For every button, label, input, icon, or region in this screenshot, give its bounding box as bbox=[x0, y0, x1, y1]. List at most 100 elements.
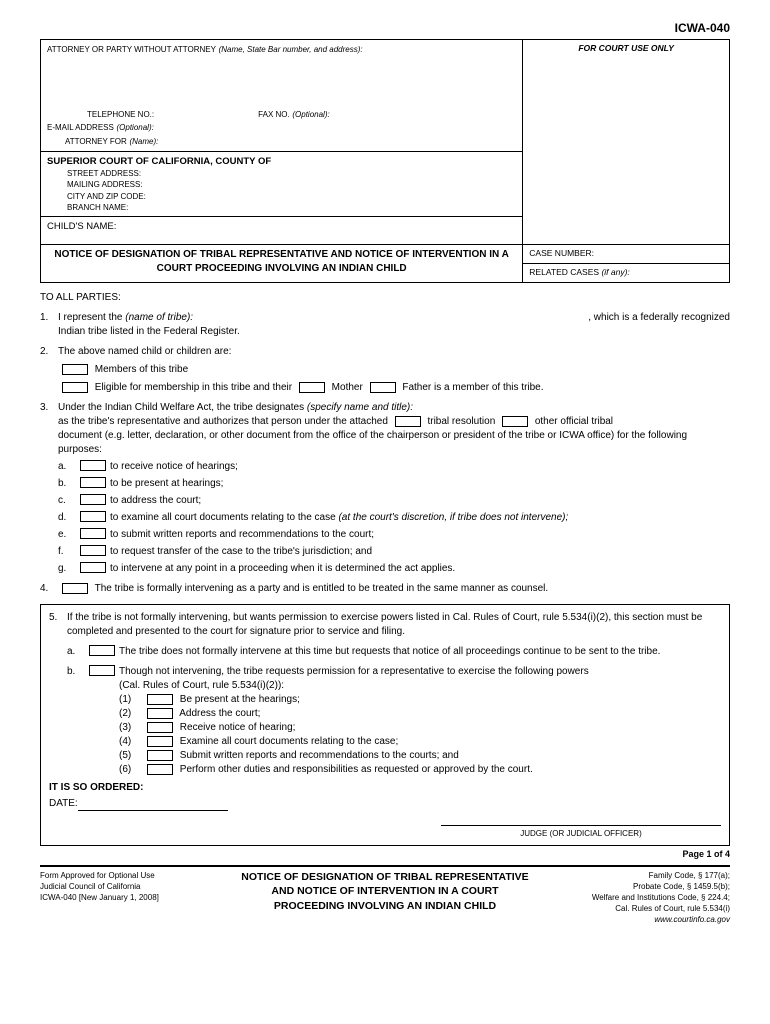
form-id: ICWA-040 bbox=[40, 20, 730, 37]
item4: The tribe is formally intervening as a p… bbox=[95, 583, 549, 594]
email-hint: (Optional): bbox=[116, 123, 153, 132]
checkbox-5b6[interactable] bbox=[147, 764, 173, 775]
footer-c3: PROCEEDING INVOLVING AN INDIAN CHILD bbox=[192, 899, 578, 914]
checkbox-3g[interactable] bbox=[80, 562, 106, 573]
footer-r3: Welfare and Institutions Code, § 224.4; bbox=[578, 892, 730, 903]
checkbox-5b4[interactable] bbox=[147, 736, 173, 747]
p3c: to address the court; bbox=[110, 494, 201, 508]
checkbox-5b3[interactable] bbox=[147, 722, 173, 733]
footer-l1: Form Approved for Optional Use bbox=[40, 870, 192, 881]
branch-label: BRANCH NAME: bbox=[67, 202, 516, 213]
checkbox-3c[interactable] bbox=[80, 494, 106, 505]
date-line[interactable] bbox=[78, 810, 228, 811]
p3b: to be present at hearings; bbox=[110, 477, 223, 491]
fax-hint: (Optional): bbox=[292, 110, 329, 119]
footer-r4: Cal. Rules of Court, rule 5.534(i) bbox=[578, 903, 730, 914]
checkbox-members[interactable] bbox=[62, 364, 88, 375]
attfor-hint: (Name): bbox=[129, 137, 158, 146]
p3a: to receive notice of hearings; bbox=[110, 460, 238, 474]
checkbox-eligible[interactable] bbox=[62, 382, 88, 393]
checkbox-3f[interactable] bbox=[80, 545, 106, 556]
footer-c2: AND NOTICE OF INTERVENTION IN A COURT bbox=[192, 884, 578, 899]
footer: Form Approved for Optional Use Judicial … bbox=[40, 865, 730, 926]
email-label: E-MAIL ADDRESS bbox=[47, 123, 114, 132]
child-label: CHILD'S NAME: bbox=[47, 221, 116, 232]
checkbox-mother[interactable] bbox=[299, 382, 325, 393]
item-5-num: 5. bbox=[49, 611, 67, 777]
p5b-b: (Cal. Rules of Court, rule 5.534(i)(2)): bbox=[119, 679, 589, 693]
form-page: ICWA-040 ATTORNEY OR PARTY WITHOUT ATTOR… bbox=[0, 0, 770, 946]
checkbox-5b1[interactable] bbox=[147, 694, 173, 705]
checkbox-3b[interactable] bbox=[80, 477, 106, 488]
header-table: ATTORNEY OR PARTY WITHOUT ATTORNEY (Name… bbox=[40, 39, 730, 283]
footer-l2: Judicial Council of California bbox=[40, 881, 192, 892]
case-label: CASE NUMBER: bbox=[529, 248, 594, 258]
item-2: 2. The above named child or children are… bbox=[40, 345, 730, 395]
p5a: The tribe does not formally intervene at… bbox=[119, 645, 660, 659]
item3-hint: (specify name and title): bbox=[307, 402, 413, 413]
ordered: IT IS SO ORDERED: bbox=[49, 781, 721, 795]
child-name-cell: CHILD'S NAME: bbox=[41, 217, 523, 245]
item-5-box: 5. If the tribe is not formally interven… bbox=[40, 604, 730, 846]
p5b3: Receive notice of hearing; bbox=[180, 722, 296, 733]
checkbox-3d[interactable] bbox=[80, 511, 106, 522]
checkbox-3a[interactable] bbox=[80, 460, 106, 471]
court-address-cell: SUPERIOR COURT OF CALIFORNIA, COUNTY OF … bbox=[41, 151, 523, 216]
checkbox-5b5[interactable] bbox=[147, 750, 173, 761]
p3f: to request transfer of the case to the t… bbox=[110, 545, 372, 559]
attorney-cell: ATTORNEY OR PARTY WITHOUT ATTORNEY (Name… bbox=[41, 39, 523, 151]
attfor-label: ATTORNEY FOR bbox=[65, 137, 127, 146]
checkbox-4[interactable] bbox=[62, 583, 88, 594]
p3d-a: to examine all court documents relating … bbox=[110, 512, 336, 523]
checkbox-5a[interactable] bbox=[89, 645, 115, 656]
related-label: RELATED CASES bbox=[529, 267, 599, 277]
cityzip-label: CITY AND ZIP CODE: bbox=[67, 191, 516, 202]
date-label: DATE: bbox=[49, 798, 78, 809]
checkbox-5b[interactable] bbox=[89, 665, 115, 676]
item-3-num: 3. bbox=[40, 401, 58, 576]
item-2-num: 2. bbox=[40, 345, 58, 395]
footer-r1: Family Code, § 177(a); bbox=[578, 870, 730, 881]
street-label: STREET ADDRESS: bbox=[67, 168, 516, 179]
item5: If the tribe is not formally intervening… bbox=[67, 611, 721, 639]
item2a: Members of this tribe bbox=[95, 364, 188, 375]
item-4-num: 4. bbox=[40, 582, 58, 596]
item2-father: Father is a member of this tribe. bbox=[402, 382, 543, 393]
related-hint: (if any): bbox=[601, 267, 629, 277]
checkbox-tribal-res[interactable] bbox=[395, 416, 421, 427]
p5b1: Be present at the hearings; bbox=[180, 694, 300, 705]
item-3: 3. Under the Indian Child Welfare Act, t… bbox=[40, 401, 730, 576]
item3a: Under the Indian Child Welfare Act, the … bbox=[58, 402, 304, 413]
notice-title-cell: NOTICE OF DESIGNATION OF TRIBAL REPRESEN… bbox=[41, 245, 523, 283]
item2-mother: Mother bbox=[332, 382, 363, 393]
page-number: Page 1 of 4 bbox=[40, 848, 730, 861]
item1-a: I represent the bbox=[58, 312, 122, 323]
item2-text: The above named child or children are: bbox=[58, 345, 730, 359]
item-1: 1. I represent the (name of tribe): , wh… bbox=[40, 311, 730, 339]
item3-other: other official tribal bbox=[535, 416, 613, 427]
p5b6: Perform other duties and responsibilitie… bbox=[180, 764, 533, 775]
p5b-a: Though not intervening, the tribe reques… bbox=[119, 665, 589, 679]
p5b4: Examine all court documents relating to … bbox=[180, 736, 398, 747]
item1-hint: (name of tribe): bbox=[125, 312, 193, 323]
checkbox-other-doc[interactable] bbox=[502, 416, 528, 427]
fax-label: FAX NO. bbox=[258, 110, 290, 119]
item1-c: Indian tribe listed in the Federal Regis… bbox=[58, 325, 730, 339]
judge-label: JUDGE (OR JUDICIAL OFFICER) bbox=[441, 825, 721, 839]
tel-label: TELEPHONE NO.: bbox=[87, 110, 154, 119]
court-title: SUPERIOR COURT OF CALIFORNIA, COUNTY OF bbox=[47, 155, 516, 168]
court-use-label: FOR COURT USE ONLY bbox=[578, 43, 674, 53]
item3b: as the tribe's representative and author… bbox=[58, 416, 388, 427]
footer-r5: www.courtinfo.ca.gov bbox=[578, 914, 730, 925]
item2b: Eligible for membership in this tribe an… bbox=[95, 382, 292, 393]
related-cell: RELATED CASES (if any): bbox=[523, 263, 730, 282]
notice-title: NOTICE OF DESIGNATION OF TRIBAL REPRESEN… bbox=[54, 249, 508, 274]
footer-l3: ICWA-040 [New January 1, 2008] bbox=[40, 892, 192, 903]
p5b2: Address the court; bbox=[179, 708, 260, 719]
item3-tribal: tribal resolution bbox=[427, 416, 495, 427]
checkbox-5b2[interactable] bbox=[147, 708, 173, 719]
checkbox-father[interactable] bbox=[370, 382, 396, 393]
court-use-cell: FOR COURT USE ONLY bbox=[523, 39, 730, 244]
p3g: to intervene at any point in a proceedin… bbox=[110, 562, 455, 576]
checkbox-3e[interactable] bbox=[80, 528, 106, 539]
